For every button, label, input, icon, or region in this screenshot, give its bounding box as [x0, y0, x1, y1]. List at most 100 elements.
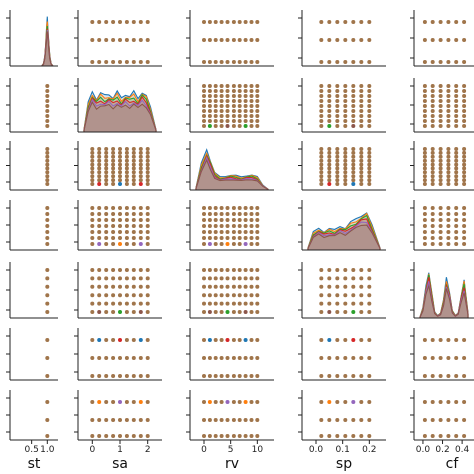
scatter-point: [145, 154, 150, 159]
scatter-point: [430, 109, 435, 113]
scatter-point: [118, 162, 122, 167]
scatter-point: [422, 230, 427, 234]
scatter-point: [202, 434, 206, 438]
scatter-point: [454, 212, 459, 216]
scatter-point: [138, 150, 143, 155]
scatter-point: [104, 206, 109, 210]
scatter-point: [202, 109, 206, 113]
scatter-point: [255, 109, 260, 113]
scatter-point: [255, 418, 260, 422]
scatter-point: [243, 301, 248, 306]
scatter-point: [367, 182, 372, 186]
scatter-point: [462, 218, 467, 222]
scatter-point: [243, 356, 248, 360]
scatter-point: [255, 218, 260, 222]
scatter-point: [351, 182, 356, 186]
scatter-point: [104, 158, 109, 163]
scatter-point: [131, 434, 136, 438]
scatter-point: [319, 182, 324, 186]
scatter-point: [367, 434, 372, 438]
scatter-point: [138, 434, 143, 438]
scatter-point: [45, 174, 50, 179]
scatter-point: [131, 242, 136, 246]
scatter-point: [438, 166, 443, 171]
scatter-point: [45, 284, 50, 289]
scatter-point: [207, 301, 212, 306]
scatter-point: [319, 84, 324, 88]
scatter-point: [462, 147, 467, 151]
scatter-point: [438, 174, 443, 179]
scatter-point: [90, 60, 95, 64]
scatter-point: [138, 356, 143, 360]
scatter-point: [45, 94, 50, 98]
scatter-point: [430, 418, 435, 422]
scatter-point: [430, 89, 435, 93]
density-curve-st: [41, 31, 54, 67]
scatter-point: [124, 178, 129, 183]
scatter-point: [255, 206, 260, 210]
scatter-point: [462, 104, 467, 108]
scatter-point: [454, 124, 459, 128]
scatter-point: [97, 60, 102, 64]
scatter-point: [422, 218, 427, 222]
scatter-point: [111, 38, 116, 42]
scatter-point: [422, 242, 427, 246]
density-curve-rv: [195, 158, 269, 191]
scatter-point: [438, 218, 443, 222]
scatter-point: [454, 242, 459, 246]
scatter-point: [104, 170, 109, 175]
scatter-point: [231, 124, 236, 128]
scatter-point: [124, 212, 129, 216]
scatter-point: [231, 236, 236, 240]
scatter-point: [438, 114, 443, 118]
scatter-point: [446, 174, 451, 179]
scatter-point: [213, 89, 218, 93]
scatter-point: [104, 230, 109, 234]
scatter-point: [243, 310, 248, 314]
scatter-point: [219, 119, 224, 123]
scatter-point: [45, 170, 50, 175]
scatter-point: [454, 170, 459, 175]
scatter-point: [243, 104, 248, 108]
scatter-point: [219, 94, 224, 98]
scatter-point: [255, 284, 260, 289]
scatter-point: [367, 310, 372, 314]
scatter-point: [97, 182, 102, 186]
scatter-point: [367, 84, 372, 88]
scatter-point: [237, 434, 242, 438]
scatter-point: [202, 38, 206, 42]
scatter-point: [446, 60, 451, 64]
scatter-point: [145, 150, 150, 155]
scatter-point: [97, 206, 102, 210]
scatter-point: [231, 293, 236, 298]
scatter-point: [335, 94, 340, 98]
scatter-point: [124, 162, 129, 167]
scatter-point: [327, 174, 332, 179]
scatter-point: [213, 119, 218, 123]
scatter-point: [255, 268, 260, 272]
scatter-point: [202, 99, 206, 103]
scatter-point: [430, 150, 435, 155]
scatter-point: [202, 89, 206, 93]
scatter-point: [249, 276, 254, 281]
scatter-point: [335, 434, 340, 438]
scatter-point: [118, 434, 122, 438]
scatter-point: [327, 170, 332, 175]
scatter-point: [231, 434, 236, 438]
scatter-point: [131, 284, 136, 289]
scatter-point: [446, 150, 451, 155]
scatter-point: [131, 178, 136, 183]
scatter-point: [438, 99, 443, 103]
scatter-point: [118, 293, 122, 298]
scatter-point: [243, 293, 248, 298]
scatter-point: [97, 150, 102, 155]
scatter-point: [462, 170, 467, 175]
scatter-point: [145, 242, 150, 246]
scatter-point: [462, 114, 467, 118]
scatter-point: [430, 154, 435, 159]
scatter-point: [462, 206, 467, 210]
scatter-point: [438, 212, 443, 216]
scatter-point: [438, 338, 443, 342]
scatter-point: [422, 154, 427, 159]
scatter-point: [454, 434, 459, 438]
